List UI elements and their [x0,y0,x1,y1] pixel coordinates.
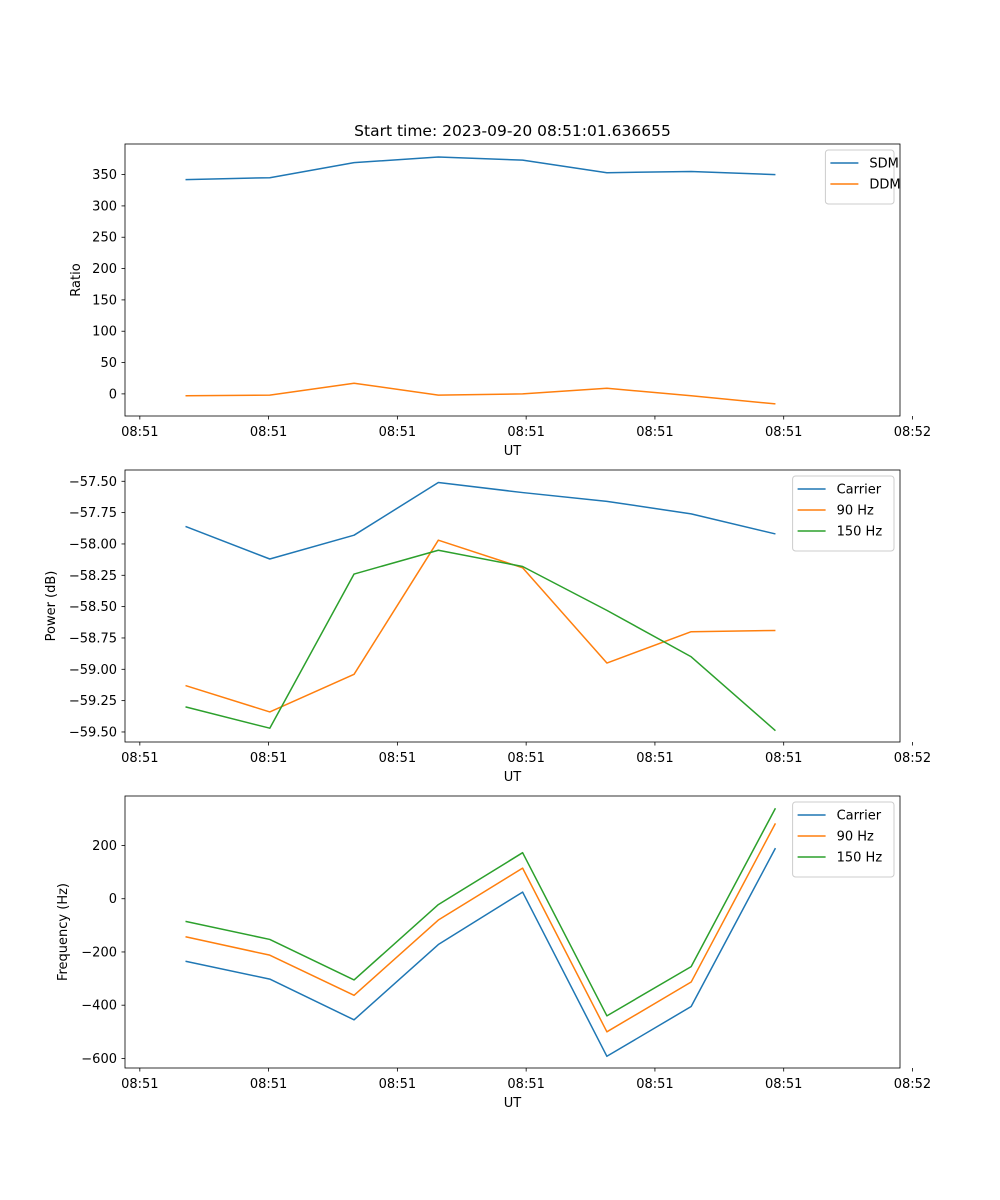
x-tick-label: 08:51 [121,1077,158,1092]
y-tick-label: 250 [92,231,117,246]
legend-label: DDM [869,178,900,193]
y-tick-label: 0 [109,387,117,402]
y-tick-label: −600 [81,1052,117,1067]
y-tick-label: 200 [92,262,117,277]
series-line-ddm [185,382,776,405]
x-tick-label: 08:51 [250,1077,287,1092]
y-tick-label: −57.50 [69,475,117,490]
x-tick-label: 08:51 [379,425,416,440]
legend-label: 150 Hz [837,525,883,540]
x-axis-label: UT [504,444,522,459]
legend-label: 150 Hz [837,851,883,866]
panel-2: 08:51 08:51 08:51 08:51 08:51 08:51 08:52 −59.5… [44,469,931,785]
x-tick-label: 08:51 [250,425,287,440]
y-tick-label: 150 [92,293,117,308]
x-tick-label: 08:51 [250,751,287,766]
legend: Carrier 90 Hz 150 Hz [792,475,895,552]
y-tick-label: −59.50 [69,725,117,740]
x-tick-label: 08:51 [121,751,158,766]
x-axis-label: UT [504,1096,522,1111]
y-tick-label: 50 [100,356,117,371]
y-tick-label: 200 [92,839,117,854]
y-tick-label: −58.75 [69,631,117,646]
legend-box [792,801,895,878]
y-axis-label: Ratio [69,263,84,296]
legend: SDM DDM [824,149,901,205]
y-tick-label: 300 [92,199,117,214]
series-line-150-hz [185,549,776,732]
x-tick-label: 08:51 [636,1077,673,1092]
x-tick-label: 08:51 [507,1077,544,1092]
y-axis-label: Frequency (Hz) [56,883,71,981]
y-tick-label: −59.25 [69,694,117,709]
y-axis-label: Power (dB) [44,571,59,642]
y-tick-label: −57.75 [69,506,117,521]
y-tick-label: −58.50 [69,600,117,615]
chart-panels: 08:51 08:51 08:51 08:51 08:51 08:51 08:52 0 50 10… [44,143,931,1111]
y-tick-label: 100 [92,325,117,340]
axes-frame [124,469,901,743]
legend-label: Carrier [837,483,882,498]
y-tick-label: −59.00 [69,663,117,678]
axes-frame [124,795,901,1069]
x-tick-label: 08:51 [507,425,544,440]
y-tick-label: −400 [81,999,117,1014]
x-tick-label: 08:51 [765,1077,802,1092]
x-tick-label: 08:51 [765,425,802,440]
x-tick-label: 08:51 [636,751,673,766]
x-tick-label: 08:51 [379,1077,416,1092]
x-tick-label: 08:51 [507,751,544,766]
series-lines [185,807,777,1058]
x-axis-label: UT [504,770,522,785]
legend-label: 90 Hz [837,504,874,519]
x-tick-label: 08:51 [636,425,673,440]
legend-box [792,475,895,552]
series-line-150-hz [185,807,777,1017]
series-line-90-hz [185,823,777,1033]
chart-title: Start time: 2023-09-20 08:51:01.636655 [354,122,671,140]
series-line-carrier [185,481,776,560]
series-lines [185,481,776,732]
y-tick-label: −58.00 [69,537,117,552]
series-line-carrier [185,847,777,1058]
x-tick-label: 08:51 [765,751,802,766]
x-tick-label: 08:52 [894,1077,931,1092]
legend-label: Carrier [837,809,882,824]
panel-3: 08:51 08:51 08:51 08:51 08:51 08:51 08:52 −600 −… [56,795,931,1111]
y-tick-label: −58.25 [69,569,117,584]
axes-frame [124,143,901,417]
series-line-sdm [185,156,776,181]
x-tick-label: 08:51 [121,425,158,440]
series-line-90-hz [185,539,776,713]
legend: Carrier 90 Hz 150 Hz [792,801,895,878]
legend-label: 90 Hz [837,830,874,845]
y-tick-label: 350 [92,168,117,183]
legend-label: SDM [869,157,898,172]
panel-1: 08:51 08:51 08:51 08:51 08:51 08:51 08:52 0 50 10… [69,143,931,459]
y-tick-label: −200 [81,945,117,960]
y-tick-label: 0 [109,892,117,907]
x-tick-label: 08:52 [894,425,931,440]
x-tick-label: 08:51 [379,751,416,766]
series-lines [185,156,776,405]
x-tick-label: 08:52 [894,751,931,766]
